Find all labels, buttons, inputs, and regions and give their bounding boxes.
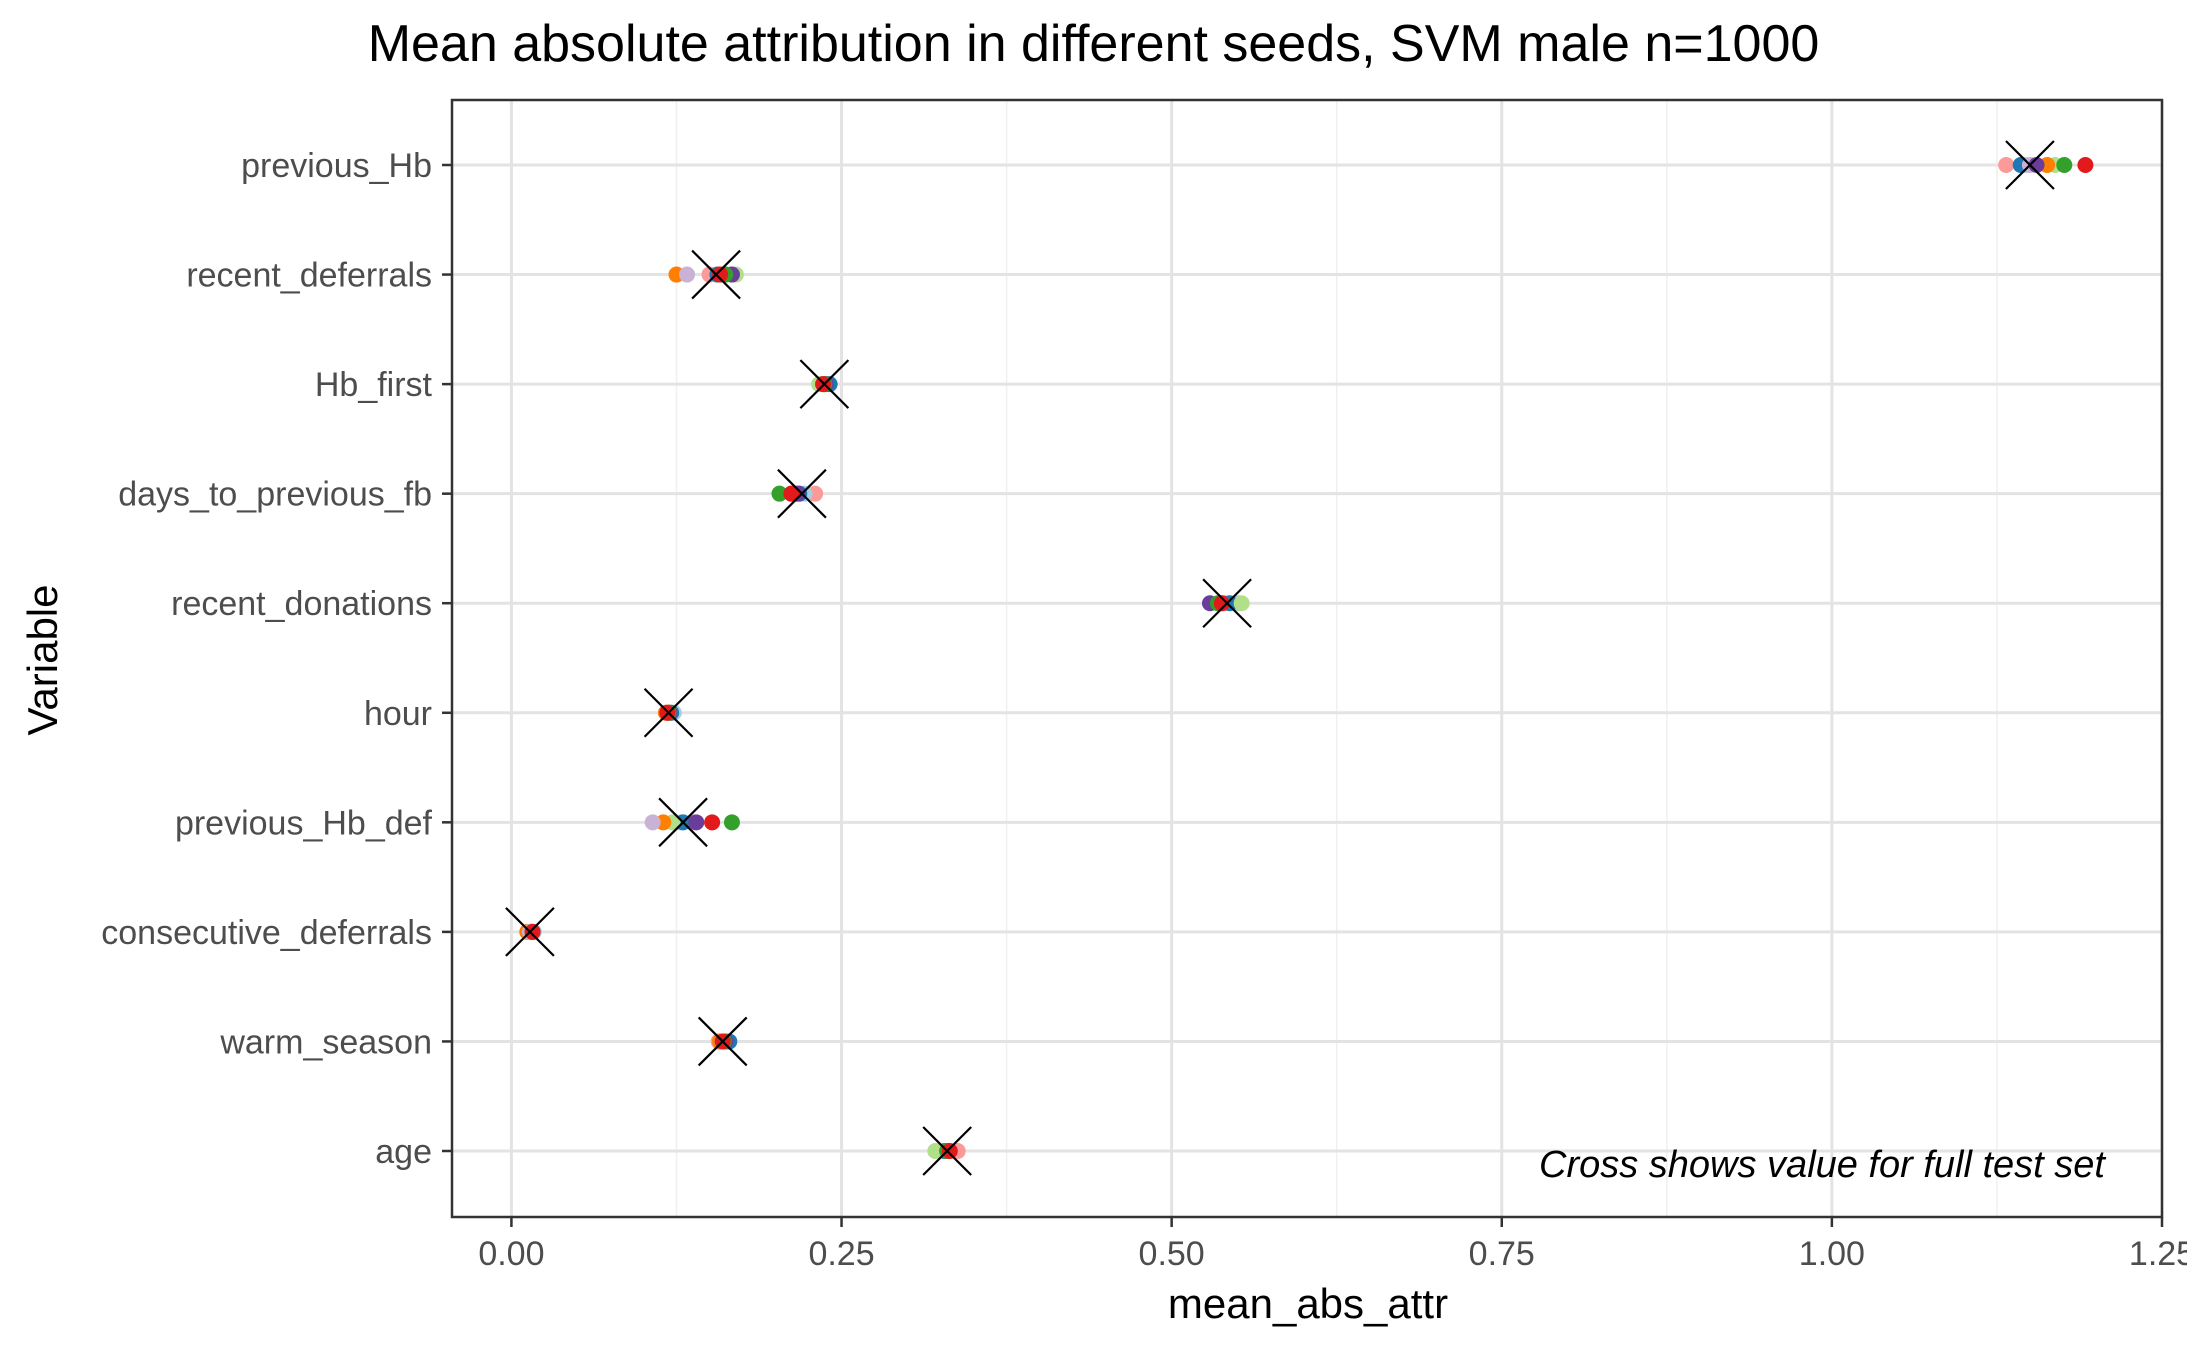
grid-layer (452, 100, 2164, 1217)
seed-point (941, 1143, 958, 1159)
seed-point (688, 814, 705, 831)
axis-layer: previous_Hb recent_deferrals Hb_first days_… (101, 147, 2187, 1273)
full-test-set-cross (777, 468, 827, 519)
y-tick-label: age (375, 1133, 432, 1171)
seed-point (2077, 157, 2094, 173)
full-test-set-cross (505, 907, 555, 957)
y-tick-label: days_to_previous_fb (118, 476, 432, 514)
seed-point (524, 923, 541, 940)
full-test-set-cross (799, 359, 850, 409)
full-test-set-cross (643, 687, 694, 738)
seed-point (679, 266, 696, 283)
cross-layer (505, 140, 2055, 1176)
y-tick-label: warm_season (219, 1023, 432, 1061)
y-tick-label: previous_Hb_def (175, 804, 433, 842)
x-tick-label: 1.00 (1799, 1235, 1865, 1273)
x-axis-label: mean_abs_attr (1167, 1280, 1449, 1327)
chart-title: Mean absolute attribution in different s… (367, 15, 1820, 73)
x-tick-label: 0.75 (1469, 1235, 1535, 1273)
seed-point (1213, 595, 1230, 612)
y-tick-label: recent_donations (171, 585, 432, 623)
full-test-set-cross (1202, 578, 1252, 629)
seed-point (644, 814, 661, 831)
annotation-text: Cross shows value for full test set (1539, 1144, 2106, 1186)
full-test-set-cross (922, 1126, 972, 1176)
full-test-set-cross (2005, 140, 2055, 190)
full-test-set-cross (697, 1016, 748, 1067)
points-layer (519, 157, 2094, 1159)
seed-point (927, 1143, 944, 1159)
seed-point (2056, 157, 2073, 173)
x-tick-label: 0.00 (478, 1235, 544, 1273)
seed-point (783, 485, 800, 502)
seed-point (1233, 595, 1250, 612)
seed-point (723, 814, 740, 831)
x-tick-label: 0.50 (1139, 1235, 1205, 1273)
y-tick-label: consecutive_deferrals (101, 914, 432, 952)
x-tick-label: 0.25 (808, 1235, 874, 1273)
seed-point (1998, 157, 2015, 173)
y-tick-label: Hb_first (315, 366, 433, 404)
y-tick-label: recent_deferrals (186, 257, 432, 295)
seed-point (712, 266, 729, 283)
full-test-set-cross (658, 797, 708, 848)
y-tick-label: hour (364, 695, 432, 733)
panel-border (450, 98, 2164, 1219)
seed-point (771, 485, 788, 502)
seed-point (704, 814, 721, 831)
full-test-set-cross (691, 249, 741, 300)
x-tick-label: 1.25 (2129, 1235, 2187, 1273)
y-tick-label: previous_Hb (241, 147, 432, 185)
